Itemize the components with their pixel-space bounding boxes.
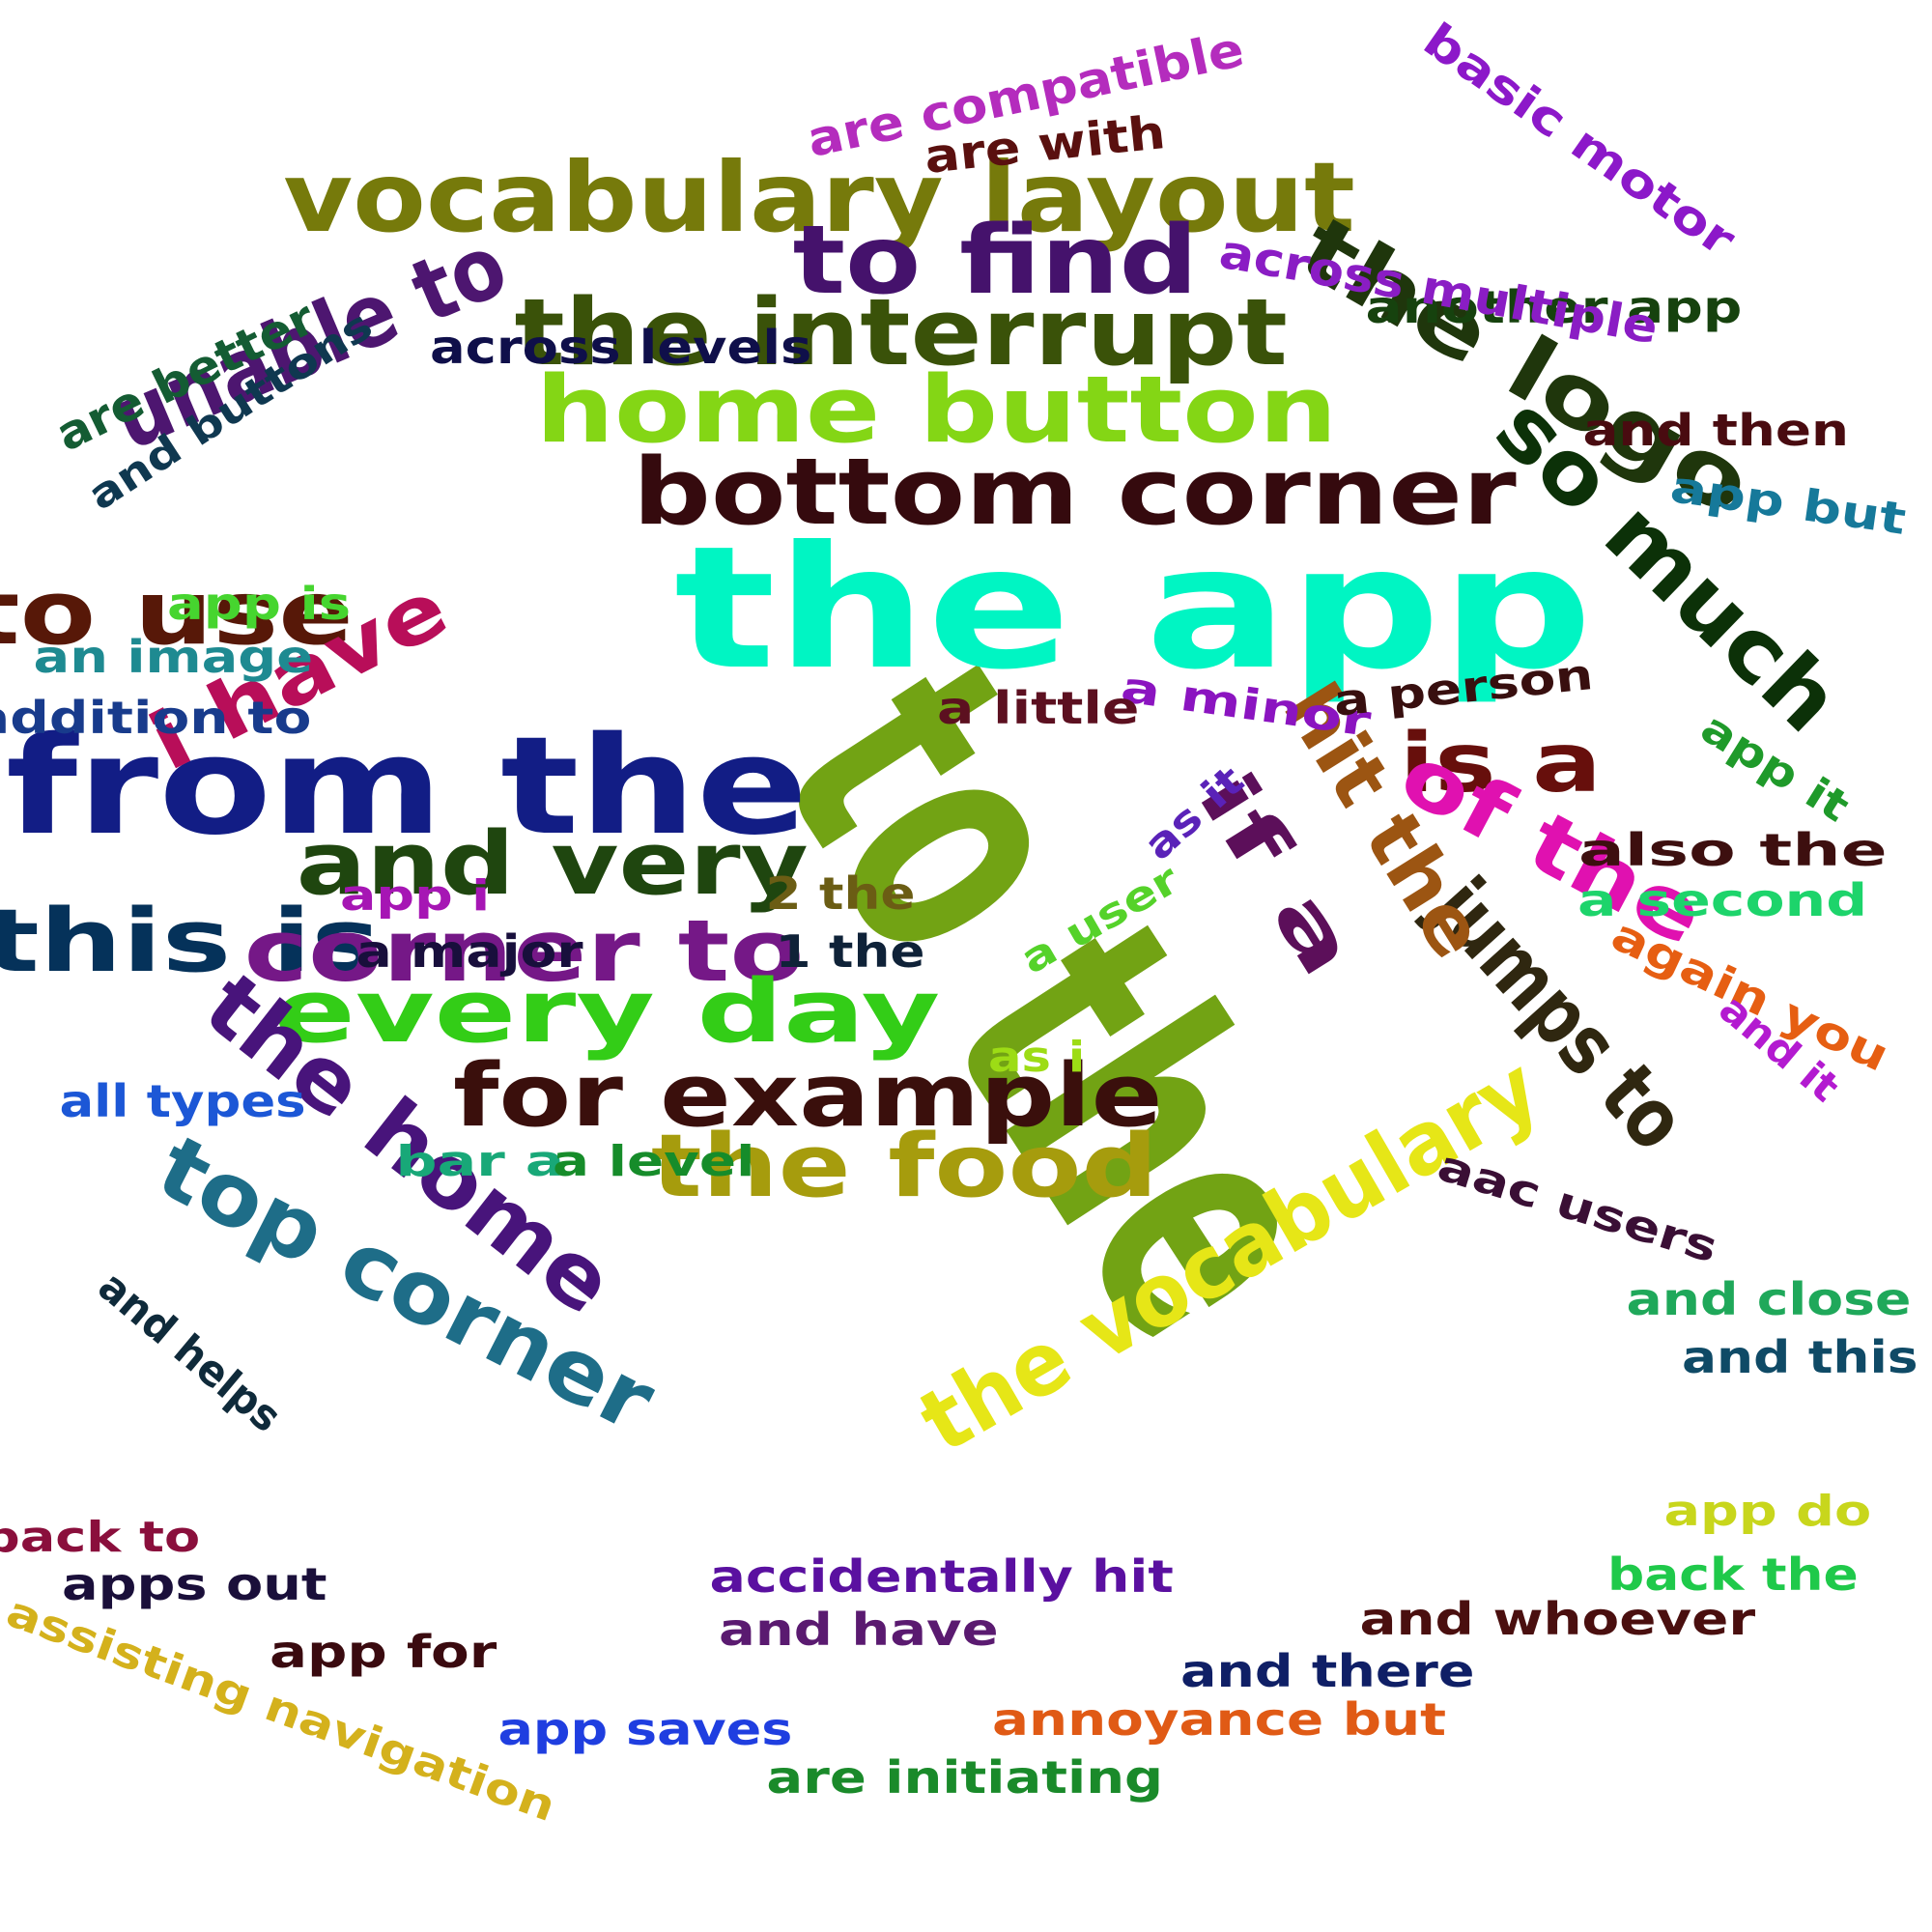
word: for example <box>452 1045 1163 1147</box>
word: across levels <box>429 321 811 375</box>
word: a second <box>1577 874 1868 926</box>
word: and very <box>296 813 809 915</box>
word: is a <box>1399 715 1603 811</box>
word: a major <box>355 925 583 978</box>
word: to find <box>792 206 1199 316</box>
word: and whoever <box>1359 1593 1756 1645</box>
word: as i <box>987 1033 1086 1082</box>
word: every day <box>273 961 941 1063</box>
word: basic motor <box>1413 13 1746 268</box>
word: apps out <box>61 1558 327 1610</box>
word: 1 the <box>774 925 924 978</box>
word: corner to <box>243 901 805 1001</box>
word: back the <box>1606 1548 1859 1601</box>
word: all types <box>58 1075 306 1127</box>
word: and then <box>1581 404 1849 456</box>
word: annoyance but <box>991 1693 1447 1746</box>
word: home button <box>535 356 1338 464</box>
word: this is <box>0 891 381 992</box>
word: and helps <box>88 1262 291 1442</box>
word: bar a <box>395 1137 564 1186</box>
word: bottom corner <box>632 439 1517 546</box>
word: and there <box>1179 1645 1475 1697</box>
word: app do <box>1662 1487 1871 1536</box>
word: addition to <box>0 692 312 744</box>
word: the app <box>673 510 1593 707</box>
word: app i <box>339 871 490 921</box>
word: app for <box>269 1626 497 1678</box>
word: from the <box>6 708 809 866</box>
word: back to <box>0 1513 200 1562</box>
word: accidentally hit <box>709 1550 1174 1603</box>
word: also the <box>1578 824 1888 876</box>
word: another app <box>1365 281 1743 333</box>
word: the food <box>650 1116 1158 1217</box>
word: aac users <box>1432 1141 1724 1273</box>
word: 2 the <box>764 867 915 920</box>
word: are initiating <box>766 1751 1164 1804</box>
word: an image <box>33 631 314 683</box>
word: and have <box>719 1604 999 1656</box>
word: vocabulary layout <box>283 141 1355 254</box>
word: a little <box>937 682 1140 734</box>
word: the interrupt <box>514 279 1288 386</box>
word: and this <box>1681 1331 1918 1383</box>
word: a level <box>553 1137 755 1186</box>
word: app saves <box>497 1703 792 1755</box>
word: and close <box>1626 1273 1911 1325</box>
word: app is <box>166 578 352 630</box>
word: to use <box>0 561 354 665</box>
